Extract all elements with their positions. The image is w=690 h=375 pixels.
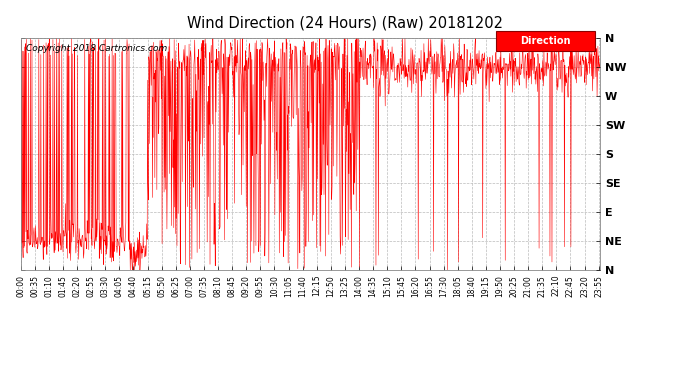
Text: Copyright 2018 Cartronics.com: Copyright 2018 Cartronics.com bbox=[26, 45, 168, 54]
Text: Wind Direction (24 Hours) (Raw) 20181202: Wind Direction (24 Hours) (Raw) 20181202 bbox=[187, 15, 503, 30]
FancyBboxPatch shape bbox=[496, 30, 595, 51]
Text: Direction: Direction bbox=[520, 36, 571, 46]
